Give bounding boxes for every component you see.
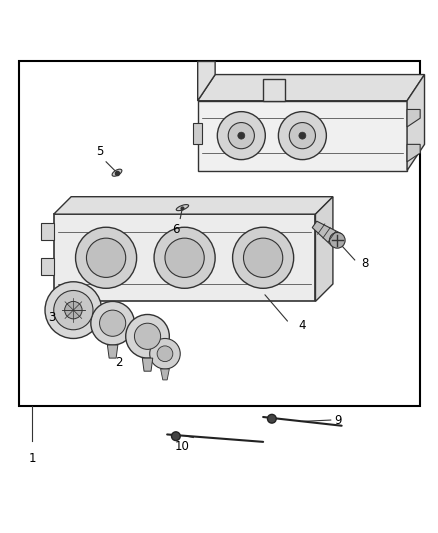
Circle shape <box>149 338 180 369</box>
Polygon shape <box>107 345 117 358</box>
Polygon shape <box>262 79 284 101</box>
FancyBboxPatch shape <box>19 61 419 406</box>
Circle shape <box>157 346 173 361</box>
Circle shape <box>298 132 305 139</box>
Circle shape <box>53 290 93 330</box>
Circle shape <box>278 111 325 159</box>
Circle shape <box>134 323 160 350</box>
Polygon shape <box>197 101 406 171</box>
Polygon shape <box>311 221 341 247</box>
Circle shape <box>289 123 315 149</box>
Text: 8: 8 <box>360 256 368 270</box>
Text: 6: 6 <box>172 223 179 236</box>
Circle shape <box>171 432 180 441</box>
Text: 4: 4 <box>297 319 305 332</box>
Ellipse shape <box>86 238 125 277</box>
Polygon shape <box>406 75 424 171</box>
Ellipse shape <box>243 238 282 277</box>
Polygon shape <box>41 223 53 240</box>
Circle shape <box>99 310 125 336</box>
Polygon shape <box>406 109 419 127</box>
Circle shape <box>64 301 82 319</box>
Polygon shape <box>142 358 152 371</box>
Circle shape <box>237 132 244 139</box>
Polygon shape <box>53 214 315 301</box>
Circle shape <box>228 123 254 149</box>
Polygon shape <box>197 75 424 101</box>
Ellipse shape <box>176 205 188 211</box>
Text: 5: 5 <box>95 146 103 158</box>
Text: 2: 2 <box>115 356 123 369</box>
Circle shape <box>267 414 276 423</box>
Circle shape <box>91 301 134 345</box>
Ellipse shape <box>154 227 215 288</box>
Text: 1: 1 <box>28 452 35 465</box>
Circle shape <box>45 282 102 338</box>
Text: 3: 3 <box>48 311 55 325</box>
Polygon shape <box>41 258 53 275</box>
Text: 9: 9 <box>333 414 340 426</box>
Text: 10: 10 <box>175 440 189 453</box>
Ellipse shape <box>112 169 122 176</box>
Ellipse shape <box>232 227 293 288</box>
Polygon shape <box>315 197 332 301</box>
Circle shape <box>125 314 169 358</box>
Polygon shape <box>160 369 169 380</box>
Circle shape <box>328 232 344 248</box>
Ellipse shape <box>75 227 136 288</box>
Polygon shape <box>197 61 215 101</box>
Circle shape <box>217 111 265 159</box>
Polygon shape <box>193 123 201 144</box>
Polygon shape <box>53 197 332 214</box>
Ellipse shape <box>165 238 204 277</box>
Polygon shape <box>406 144 419 162</box>
